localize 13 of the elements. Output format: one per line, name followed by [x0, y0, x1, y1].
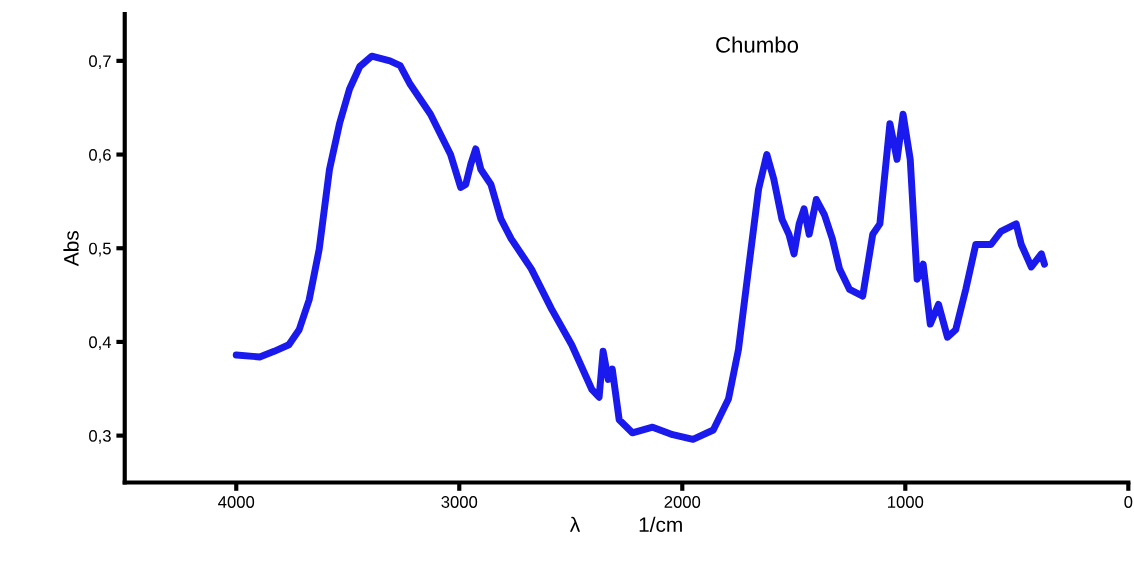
- y-tick-label: 0,3: [89, 430, 111, 444]
- x-tick-label: 4000: [218, 496, 255, 508]
- y-tick-label: 0,4: [89, 336, 112, 351]
- x-tick-label: 0: [1124, 496, 1133, 508]
- x-tick-label: 1000: [888, 496, 924, 508]
- x-tick-label: 3000: [441, 496, 478, 508]
- y-axis-title: Abs: [63, 231, 79, 267]
- y-tick-label: 0,5: [89, 242, 111, 257]
- x-tick-label: 2000: [664, 496, 701, 508]
- y-tick-label: 0,6: [89, 148, 111, 163]
- y-tick-label: 0,7: [89, 55, 111, 70]
- x-axis-title: λ 1/cm: [569, 516, 682, 533]
- text: Chumbo: [716, 36, 799, 53]
